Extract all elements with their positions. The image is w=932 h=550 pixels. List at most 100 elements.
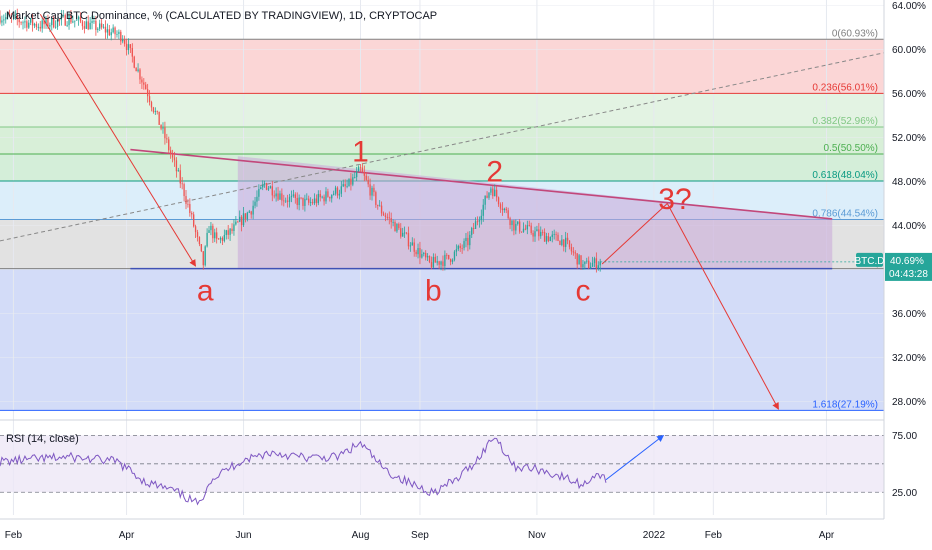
candle-body [3, 19, 5, 21]
candle-body [292, 194, 295, 196]
candle-body [565, 237, 567, 247]
candle-body [275, 193, 277, 197]
candle-body [231, 228, 233, 231]
candle-body [294, 194, 296, 198]
candle-body [277, 193, 279, 200]
candle-body [446, 254, 448, 256]
candle-body [371, 187, 373, 196]
candle-body [93, 20, 95, 22]
candle-body [411, 242, 413, 246]
candle-body [189, 204, 191, 213]
rsi-line [0, 437, 607, 506]
wave-projection-up [601, 203, 668, 265]
candle-body [112, 27, 114, 33]
wave-drawings: a 1 b 2 c 3? [39, 14, 779, 410]
candle-body [70, 15, 72, 23]
candle-body [332, 193, 335, 195]
fib-label: 0(60.93%) [832, 28, 878, 39]
candle-body [459, 245, 461, 249]
candle-body [574, 252, 576, 254]
candle-body [426, 256, 429, 258]
candle-body [206, 232, 208, 247]
rsi-label: RSI (14, close) [6, 433, 79, 445]
price-tick-label: 64.00% [892, 1, 926, 12]
candle-body [233, 224, 235, 231]
candle-body [428, 256, 431, 263]
price-badge-countdown: 04:43:28 [889, 269, 928, 280]
candle-body [578, 255, 580, 265]
candle-body [495, 189, 498, 198]
candle-body [152, 107, 155, 112]
candle-body [177, 170, 180, 172]
time-axis-bg [0, 519, 932, 550]
candle-body [139, 69, 141, 80]
candle-body [116, 34, 118, 35]
candle-body [396, 223, 398, 232]
candle-body [566, 237, 569, 241]
candle-body [438, 261, 440, 265]
candle-body [183, 184, 185, 197]
candle-body [22, 22, 24, 24]
candle-body [286, 200, 289, 202]
candle-body [246, 212, 249, 220]
candle-body [240, 216, 243, 226]
candle-body [545, 236, 548, 242]
candle-body [309, 202, 312, 203]
fib-label: 0.786(44.54%) [812, 209, 878, 220]
candle-body [39, 26, 41, 29]
candle-body [208, 230, 210, 233]
candle-body [239, 216, 241, 222]
candle-body [595, 258, 598, 269]
candle-body [338, 193, 341, 196]
candle-body [120, 31, 122, 42]
time-tick-label: Apr [119, 530, 135, 541]
candle-body [74, 20, 76, 22]
candle-body [380, 205, 383, 214]
candle-body [463, 241, 465, 249]
candle-body [204, 246, 206, 266]
candle-body [442, 261, 444, 266]
candle-body [18, 19, 20, 23]
candle-body [390, 218, 392, 223]
candle-body [72, 21, 74, 23]
candle-body [582, 264, 584, 268]
candle-body [472, 228, 475, 229]
candle-body [354, 177, 356, 178]
candle-body [434, 256, 436, 263]
rsi-pane [0, 419, 932, 506]
candle-body [471, 228, 473, 235]
candle-body [522, 228, 525, 232]
candle-body [419, 248, 421, 258]
candle-body [346, 186, 348, 187]
candle-body [499, 204, 502, 209]
candle-body [87, 21, 89, 30]
candle-body [33, 23, 36, 26]
candle-body [576, 253, 578, 265]
candle-body [517, 221, 519, 224]
candle-body [421, 254, 423, 258]
candle-body [229, 228, 231, 235]
candle-body [8, 14, 11, 17]
fib-band [0, 126, 884, 154]
candle-body [572, 251, 575, 253]
candle-body [375, 192, 377, 205]
candle-body [555, 234, 557, 235]
candle-body [547, 236, 550, 242]
candle-body [551, 234, 553, 237]
candle-body [348, 178, 350, 187]
candle-body [290, 195, 293, 198]
candle-body [344, 184, 346, 187]
candle-body [570, 247, 573, 252]
candle-body [181, 183, 183, 185]
candle-body [440, 261, 442, 265]
candle-body [127, 44, 130, 51]
wave-label: b [425, 274, 442, 307]
candle-body [513, 220, 515, 231]
candle-body [41, 20, 43, 29]
candle-body [352, 177, 354, 185]
candle-body [173, 157, 176, 161]
fib-band [0, 93, 884, 127]
candle-body [5, 17, 7, 20]
candle-body [580, 255, 582, 268]
candle-body [108, 29, 110, 36]
